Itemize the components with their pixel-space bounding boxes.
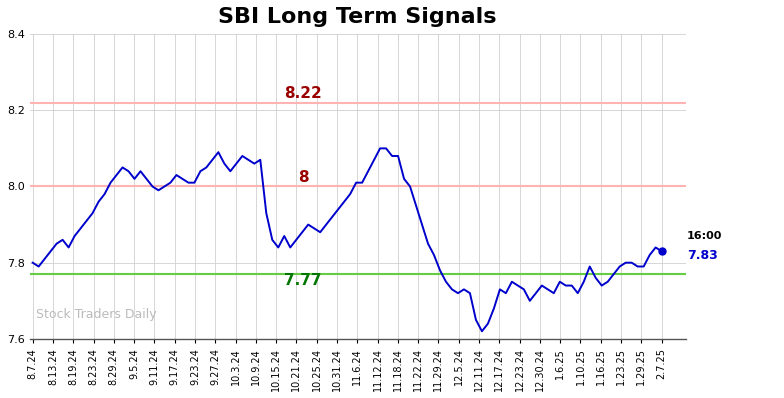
- Text: 7.77: 7.77: [285, 273, 322, 288]
- Text: 16:00: 16:00: [687, 231, 722, 241]
- Text: 7.83: 7.83: [687, 249, 717, 261]
- Text: 8: 8: [298, 170, 308, 185]
- Title: SBI Long Term Signals: SBI Long Term Signals: [219, 7, 497, 27]
- Text: 8.22: 8.22: [285, 86, 322, 101]
- Text: Stock Traders Daily: Stock Traders Daily: [36, 308, 157, 321]
